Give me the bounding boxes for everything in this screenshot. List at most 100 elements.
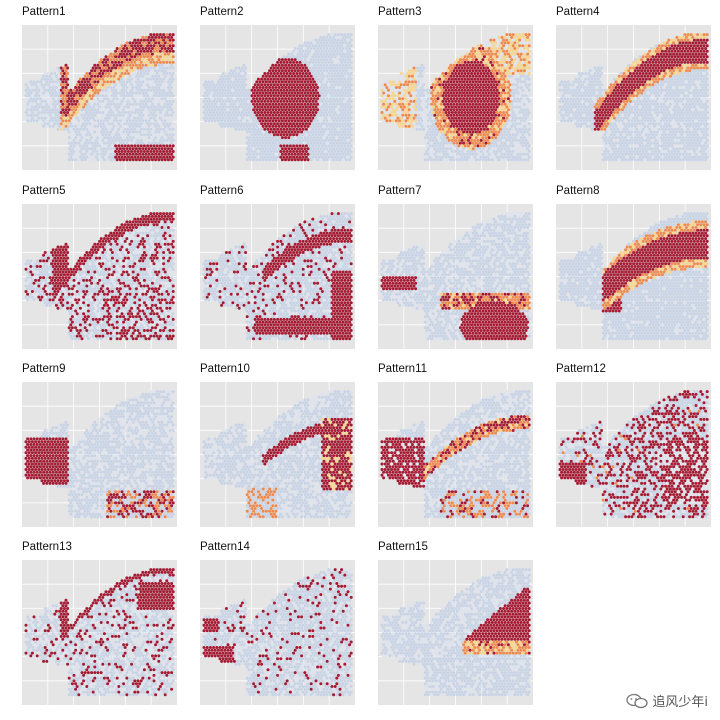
- spot: [312, 69, 316, 73]
- spot: [120, 44, 124, 48]
- spot: [689, 33, 693, 37]
- spot: [141, 47, 145, 50]
- spot: [466, 116, 470, 120]
- spot: [470, 133, 474, 137]
- spot: [98, 138, 102, 142]
- spot: [285, 122, 289, 126]
- spot: [341, 124, 345, 128]
- spot: [242, 108, 246, 112]
- spot: [248, 130, 252, 134]
- spot: [330, 133, 334, 137]
- spot: [500, 119, 504, 123]
- spot: [245, 102, 249, 106]
- spot: [330, 150, 334, 153]
- spot: [112, 102, 116, 106]
- spot: [295, 116, 299, 120]
- spot: [295, 77, 299, 81]
- spot: [388, 113, 392, 117]
- spot: [506, 124, 510, 128]
- spot: [489, 105, 493, 109]
- spot: [69, 105, 73, 109]
- spot: [511, 133, 515, 137]
- spot: [239, 119, 243, 123]
- spot: [452, 97, 456, 101]
- spot: [263, 138, 267, 142]
- spot: [215, 99, 219, 103]
- spot: [102, 58, 106, 62]
- spot: [465, 80, 469, 84]
- spot: [333, 44, 337, 48]
- spot: [702, 60, 706, 64]
- spot: [412, 72, 416, 75]
- spot: [258, 124, 262, 128]
- spot: [503, 119, 507, 123]
- spot: [441, 88, 445, 92]
- spot: [452, 80, 456, 84]
- spot: [341, 152, 345, 156]
- spot: [263, 127, 267, 131]
- spot: [382, 80, 386, 84]
- spot: [312, 63, 316, 67]
- spot: [324, 77, 328, 81]
- spot: [141, 102, 145, 106]
- spot: [207, 97, 211, 101]
- spot: [171, 49, 175, 53]
- spot: [526, 35, 530, 39]
- spot: [90, 113, 94, 117]
- spot: [293, 124, 297, 128]
- spot: [644, 55, 648, 59]
- spot: [149, 33, 153, 37]
- spot: [293, 119, 297, 123]
- spot: [40, 111, 44, 114]
- spot: [250, 99, 254, 103]
- spot: [82, 111, 86, 114]
- spot: [285, 99, 289, 103]
- spot: [134, 80, 138, 84]
- spot: [54, 102, 58, 106]
- spot: [327, 155, 331, 159]
- spot: [304, 77, 308, 81]
- spot: [263, 150, 267, 153]
- spot: [319, 136, 323, 140]
- spot: [269, 77, 273, 81]
- spot: [398, 86, 402, 89]
- spot: [332, 47, 336, 50]
- spot: [513, 119, 517, 123]
- spot: [158, 44, 162, 48]
- spot: [521, 38, 525, 42]
- spot: [514, 122, 518, 126]
- spot: [93, 69, 97, 73]
- spot: [441, 72, 445, 75]
- spot: [118, 119, 122, 123]
- spot: [253, 99, 257, 103]
- spot: [684, 63, 688, 67]
- spot: [457, 133, 461, 137]
- spot: [340, 138, 344, 142]
- spot: [590, 72, 594, 75]
- spot: [122, 130, 126, 134]
- spot: [136, 72, 140, 75]
- spot: [269, 122, 273, 126]
- spot: [328, 69, 332, 73]
- spot: [391, 102, 395, 106]
- spot: [502, 150, 506, 153]
- spot: [280, 108, 284, 112]
- spot: [415, 83, 419, 87]
- spot: [136, 150, 140, 153]
- spot: [96, 152, 100, 156]
- spot: [274, 119, 278, 123]
- spot: [69, 122, 73, 126]
- spot: [502, 60, 506, 64]
- spot: [463, 66, 467, 70]
- spot: [42, 91, 46, 95]
- spot: [74, 130, 78, 134]
- spot: [444, 94, 448, 98]
- spot: [274, 80, 278, 84]
- spot: [112, 136, 116, 140]
- spot: [104, 150, 108, 153]
- spot: [468, 97, 472, 101]
- spot: [114, 99, 118, 103]
- spot: [694, 58, 698, 62]
- spot: [276, 133, 280, 137]
- spot: [418, 127, 422, 131]
